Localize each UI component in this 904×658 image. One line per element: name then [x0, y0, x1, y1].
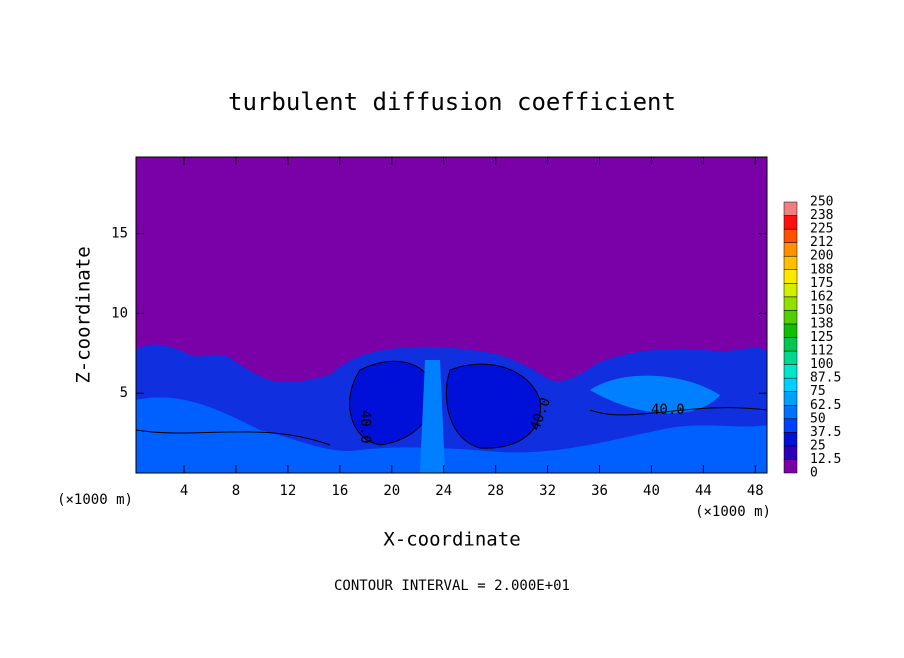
x-axis-label: X-coordinate [383, 529, 520, 551]
contour-label: 40.0 [357, 410, 373, 444]
x-unit: (×1000 m) [57, 492, 133, 508]
colorbar-label: 150 [810, 303, 833, 318]
colorbar-label: 250 [810, 195, 833, 210]
colorbar-label: 175 [810, 276, 833, 291]
x-tick-label: 44 [695, 483, 712, 499]
contour-line [135, 407, 768, 446]
colorbar-box [783, 201, 798, 216]
colorbar-label: 112 [810, 344, 833, 359]
x-tick-label: 28 [487, 483, 504, 499]
colorbar-label: 0 [810, 466, 818, 481]
colorbar-label: 37.5 [810, 425, 841, 440]
x-tick-label: 24 [435, 483, 452, 499]
colorbar-box [783, 337, 798, 352]
x-tick-label: 12 [279, 483, 296, 499]
colorbar-label: 75 [810, 384, 826, 399]
x-tick-label: 36 [591, 483, 608, 499]
colorbar-label: 25 [810, 438, 826, 453]
colorbar-label: 162 [810, 289, 833, 304]
footer-note: CONTOUR INTERVAL = 2.000E+01 [334, 578, 570, 594]
colorbar-label: 188 [810, 262, 833, 277]
colorbar-box [783, 215, 798, 230]
colorbar-box [783, 391, 798, 406]
colorbar-box [783, 242, 798, 257]
colorbar-box [783, 459, 798, 474]
field [135, 157, 768, 473]
y-axis-label: Z-coordinate [73, 246, 95, 383]
x-tick-label: 32 [539, 483, 556, 499]
colorbar-label: 238 [810, 208, 833, 223]
colorbar-box [783, 269, 798, 284]
y-tick-label: 10 [111, 305, 128, 321]
colorbar-box [783, 377, 798, 392]
colorbar-label: 138 [810, 316, 833, 331]
x-tick-label: 4 [180, 483, 188, 499]
colorbar-box [783, 323, 798, 338]
field-region [136, 397, 767, 473]
x-tick-label: 48 [747, 483, 764, 499]
colorbar-label: 212 [810, 235, 833, 250]
colorbar-label: 225 [810, 222, 833, 237]
chart-title: turbulent diffusion coefficient [228, 88, 676, 116]
contour-label: 40.0 [651, 402, 685, 418]
colorbar-box [783, 228, 798, 243]
colorbar-box [783, 418, 798, 433]
colorbar-box [783, 296, 798, 311]
colorbar-box [783, 350, 798, 365]
field-region [349, 360, 542, 449]
colorbar-box [783, 310, 798, 325]
x-tick-label: 40 [643, 483, 660, 499]
x-tick-label: 8 [232, 483, 240, 499]
colorbar-box [783, 364, 798, 379]
colorbar-box [783, 405, 798, 420]
plot-frame [135, 156, 768, 474]
x-unit: (×1000 m) [695, 504, 771, 520]
colorbar-label: 100 [810, 357, 833, 372]
colorbar-box [783, 432, 798, 447]
colorbar-box [783, 255, 798, 271]
colorbar-label: 200 [810, 249, 833, 264]
colorbar-label: 87.5 [810, 371, 841, 386]
x-tick-label: 16 [331, 483, 348, 499]
colorbar-box [783, 283, 798, 298]
colorbar-label: 12.5 [810, 452, 841, 467]
colorbar-box [783, 445, 798, 460]
colorbar-label: 125 [810, 330, 833, 345]
colorbar-label: 50 [810, 411, 826, 426]
y-tick-label: 5 [120, 385, 128, 401]
colorbar-label: 62.5 [810, 398, 841, 413]
y-tick-label: 15 [111, 226, 128, 242]
x-tick-label: 20 [383, 483, 400, 499]
field-region [420, 360, 720, 473]
